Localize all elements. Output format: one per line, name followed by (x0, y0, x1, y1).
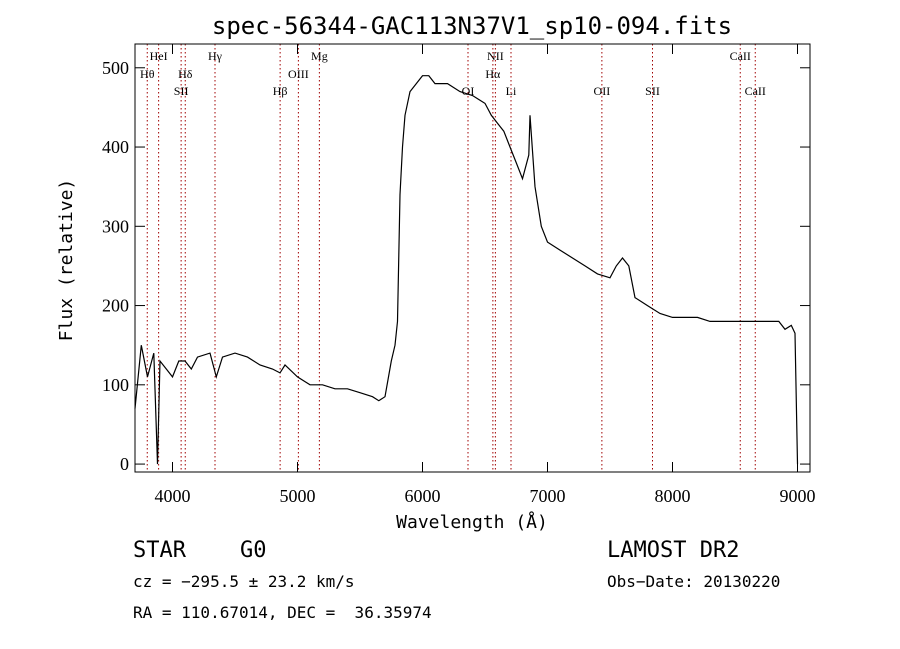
spectral-line-label: Mg (311, 49, 328, 63)
spectral-line-label: Hβ (273, 84, 288, 98)
spectral-line-label: Hγ (208, 49, 223, 63)
plot-frame (134, 43, 811, 473)
survey-name: LAMOST DR2 (607, 538, 740, 563)
spectral-line-label: HeI (150, 49, 168, 63)
y-tick-label: 300 (102, 216, 129, 236)
spectral-line-label: Hδ (178, 67, 193, 81)
y-axis-ticks: 0 100 200 300 400 500 (102, 58, 810, 474)
x-tick-label: 4000 (155, 486, 191, 506)
spectral-line-label: OII (594, 84, 611, 98)
spectral-line-label: SII (645, 84, 660, 98)
y-tick-label: 400 (102, 137, 129, 157)
spectrum-series (134, 75, 799, 465)
y-tick-label: 0 (120, 454, 129, 474)
y-tick-label: 100 (102, 375, 129, 395)
observation-date: Obs−Date: 20130220 (607, 572, 781, 591)
x-axis-ticks: 4000 5000 6000 7000 8000 9000 (155, 44, 816, 506)
coordinates-readout: RA = 110.67014, DEC = 36.35974 (133, 603, 432, 622)
x-axis-label: Wavelength (Å) (396, 511, 548, 533)
x-tick-label: 9000 (780, 486, 816, 506)
chart-title: spec-56344-GAC113N37V1_sp10-094.fits (212, 12, 732, 40)
spectral-line-label: OIII (288, 67, 309, 81)
spectral-line-label: CaII (730, 49, 751, 63)
x-tick-label: 8000 (655, 486, 691, 506)
object-class: STAR (133, 538, 186, 563)
spectral-line-label: Hα (485, 67, 501, 81)
object-subclass: G0 (240, 538, 267, 563)
y-tick-label: 500 (102, 58, 129, 78)
x-tick-label: 6000 (405, 486, 441, 506)
y-tick-label: 200 (102, 296, 129, 316)
spectrum-line (134, 75, 799, 465)
spectral-line-label: NII (487, 49, 504, 63)
redshift-readout: cz = −295.5 ± 23.2 km/s (133, 572, 355, 591)
spectral-line-label: Hθ (140, 67, 155, 81)
x-tick-label: 7000 (530, 486, 566, 506)
y-axis-label: Flux (relative) (56, 179, 77, 342)
spectral-line-label: CaII (745, 84, 766, 98)
spectral-line-label: SII (174, 84, 189, 98)
x-tick-label: 5000 (280, 486, 316, 506)
spectral-line-label: Li (506, 84, 517, 98)
